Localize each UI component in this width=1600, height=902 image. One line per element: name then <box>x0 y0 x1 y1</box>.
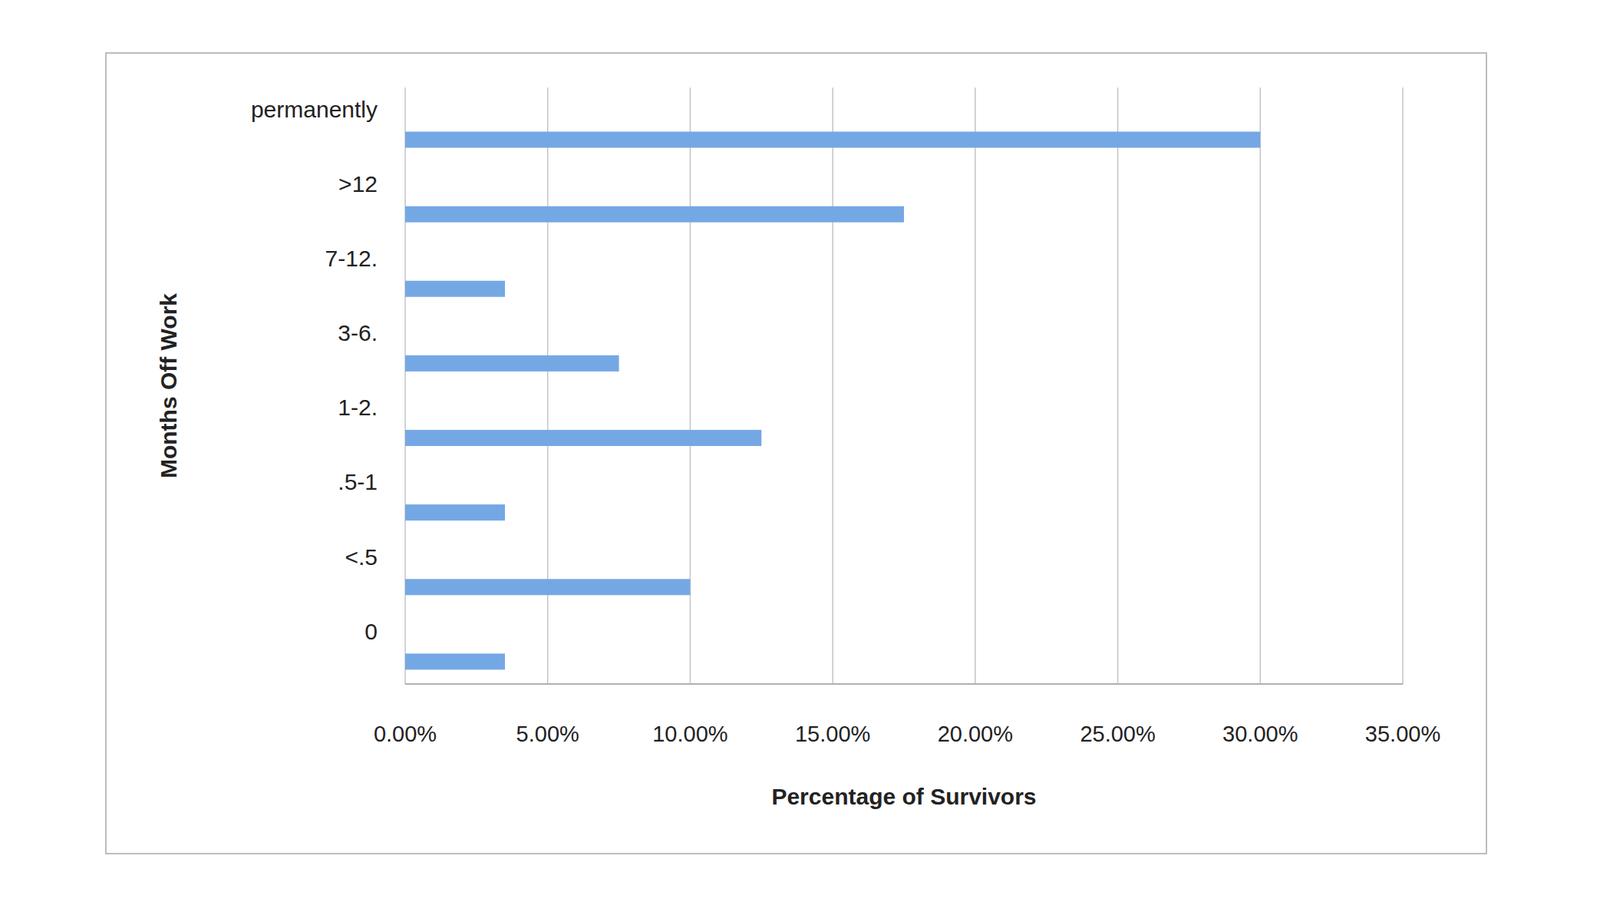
y-tick-label: <.5 <box>344 544 378 570</box>
x-tick-label: 5.00% <box>516 721 580 746</box>
grid <box>405 87 1403 684</box>
y-tick-label: permanently <box>250 96 378 123</box>
y-tick-label: 1-2. <box>337 394 378 420</box>
chart-svg: 0.00% 5.00% 10.00% 15.00% 20.00% 25.00% 30.00%… <box>0 0 1600 902</box>
bar <box>405 280 505 297</box>
y-axis-title: Months Off Work <box>155 293 182 479</box>
bar <box>405 504 505 521</box>
chart-container: 0.00% 5.00% 10.00% 15.00% 20.00% 25.00% 30.00%… <box>0 0 1600 902</box>
x-tick-label: 20.00% <box>937 721 1013 746</box>
grid-line <box>831 87 834 684</box>
x-tick-label: 35.00% <box>1365 721 1441 746</box>
y-tick-label: >12 <box>338 171 378 197</box>
x-tick-label: 10.00% <box>652 721 728 746</box>
bar <box>405 653 505 670</box>
grid-line <box>1117 87 1119 684</box>
bar <box>405 429 762 446</box>
x-tick-label: 25.00% <box>1079 721 1155 746</box>
y-tick-label: 3-6. <box>337 320 378 346</box>
grid-line <box>974 87 977 684</box>
grid-line <box>1402 87 1404 684</box>
bar <box>405 131 1261 148</box>
x-tick-label: 15.00% <box>795 721 871 746</box>
bars <box>405 131 1261 670</box>
bar <box>405 206 904 223</box>
x-tick-label: 30.00% <box>1222 721 1298 746</box>
y-tick-label: .5-1 <box>337 468 378 495</box>
y-tick-label: 7-12. <box>325 245 378 271</box>
grid-line <box>1260 87 1262 684</box>
x-tick-label: 0.00% <box>373 721 437 746</box>
x-axis-title: Percentage of Survivors <box>771 783 1036 809</box>
bar <box>405 578 690 595</box>
y-tick-label: 0 <box>364 618 378 644</box>
bar <box>405 355 620 372</box>
x-axis-line <box>405 682 1403 685</box>
chart-frame <box>105 52 1487 854</box>
